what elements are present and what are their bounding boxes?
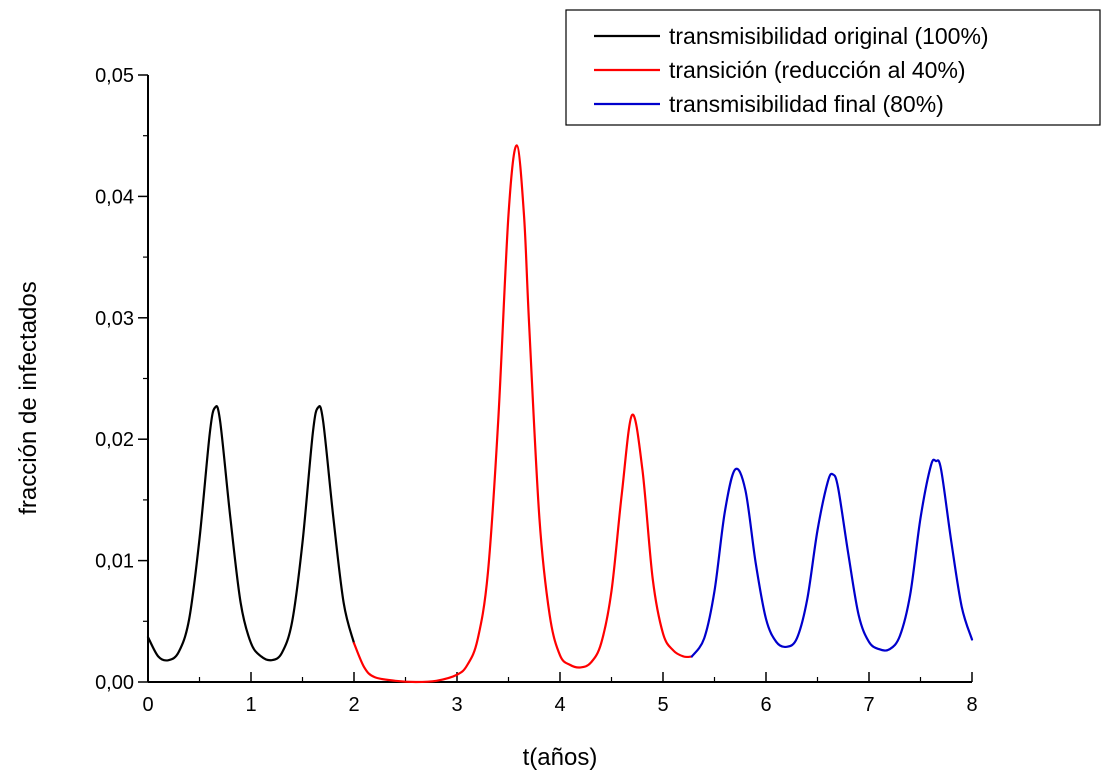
legend-label-1: transmisibilidad original (100%)	[669, 23, 989, 49]
series-lines	[146, 144, 974, 684]
x-ticks: 0 1 2 3 4 5 6 7 8	[142, 672, 978, 716]
x-axis-title: t(años)	[523, 744, 598, 771]
x-tick-label: 1	[245, 694, 256, 716]
series-line-3	[690, 458, 974, 658]
y-tick-label: 0,02	[95, 429, 134, 451]
axes	[147, 75, 972, 683]
x-tick-label: 5	[657, 694, 668, 716]
legend: transmisibilidad original (100%) transici…	[565, 9, 1101, 126]
x-tick-label: 3	[451, 694, 462, 716]
x-tick-label: 2	[348, 694, 359, 716]
series-line-1	[146, 405, 356, 662]
x-tick-label: 8	[966, 694, 977, 716]
y-axis-title: fracción de infectados	[15, 281, 42, 514]
x-tick-label: 4	[554, 694, 565, 716]
y-tick-label: 0,04	[95, 186, 134, 208]
series-line-2	[352, 144, 693, 684]
legend-box	[565, 9, 1101, 126]
y-tick-label: 0,01	[95, 551, 134, 573]
x-tick-label: 0	[142, 694, 153, 716]
x-tick-label: 6	[760, 694, 771, 716]
y-tick-label: 0,05	[95, 65, 134, 87]
y-tick-label: 0,03	[95, 308, 134, 330]
y-ticks: 0,00 0,01 0,02 0,03 0,04 0,05	[95, 65, 148, 694]
legend-label-3: transmisibilidad final (80%)	[669, 91, 944, 117]
y-tick-label: 0,00	[95, 672, 134, 694]
legend-label-2: transición (reducción al 40%)	[669, 57, 966, 83]
x-tick-label: 7	[863, 694, 874, 716]
